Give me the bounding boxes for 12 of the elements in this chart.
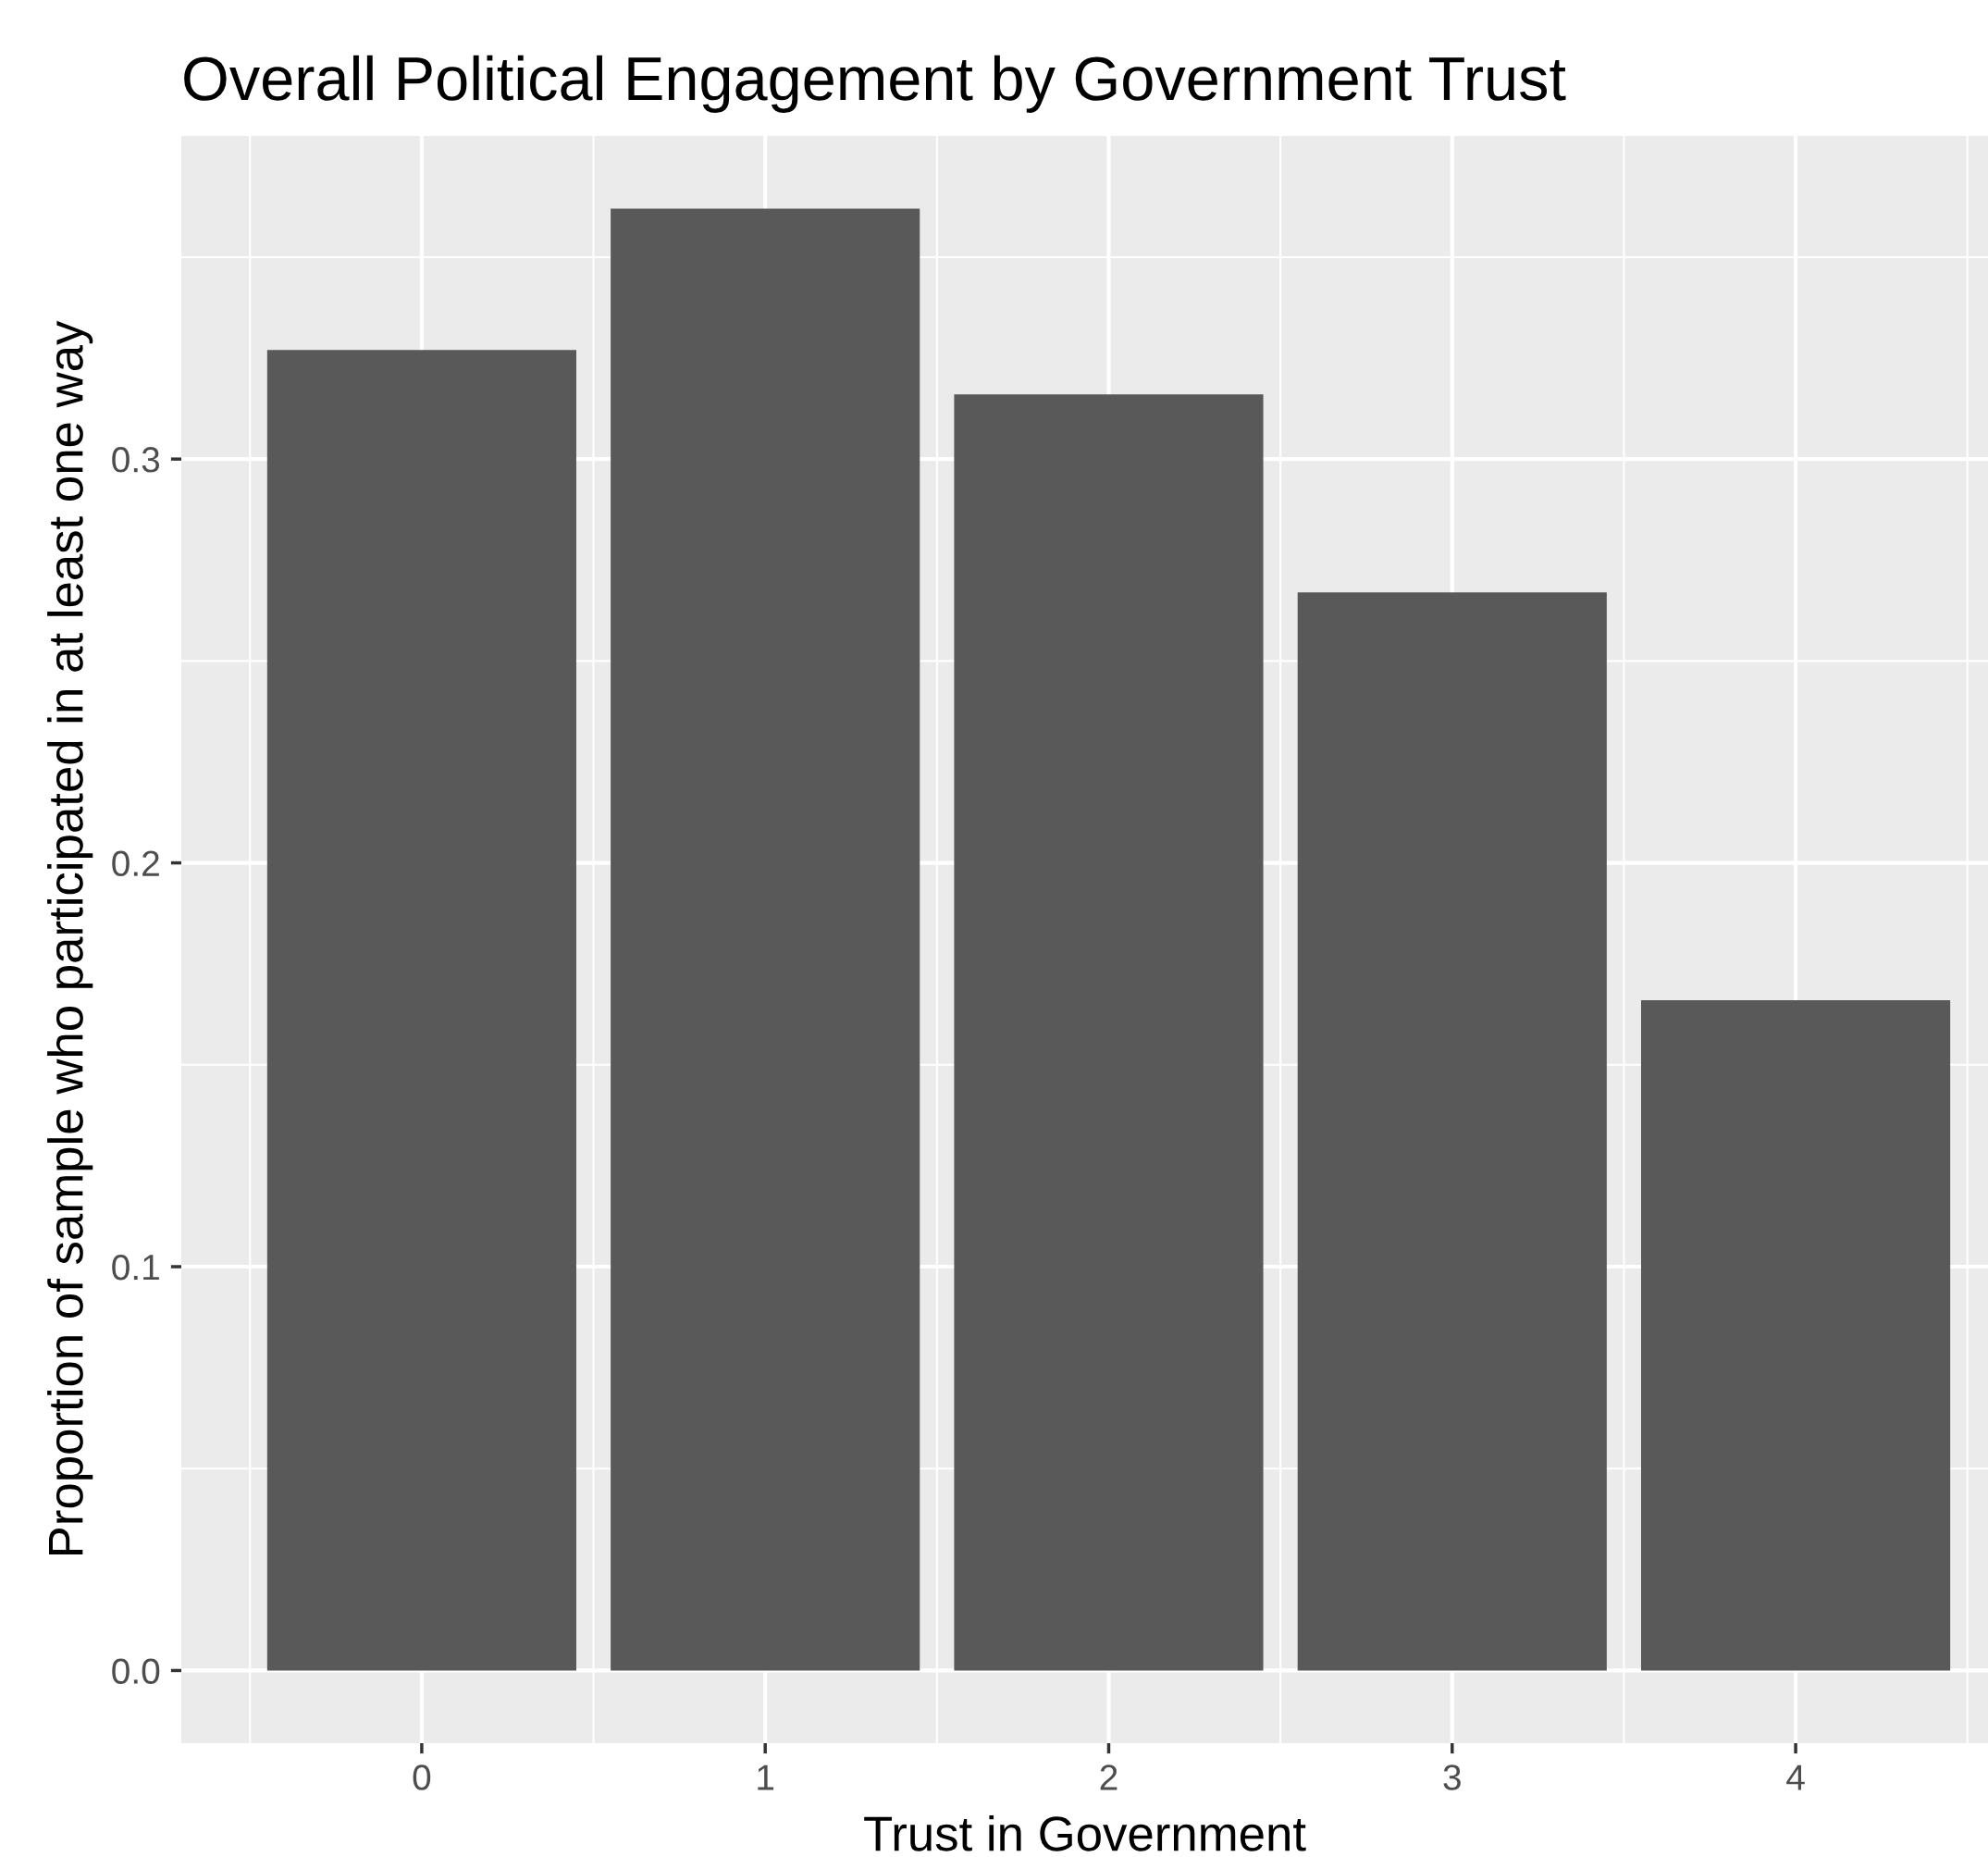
y-tick-label: 0.3 <box>112 447 160 473</box>
y-tick-label: 0.2 <box>112 850 159 877</box>
x-tick-label: 2 <box>1100 1764 1117 1790</box>
x-tick-label: 3 <box>1443 1764 1461 1790</box>
y-axis-title: Proportion of sample who participated in at least one way <box>47 320 93 1555</box>
y-tick-label: 0.0 <box>112 1658 160 1684</box>
x-tick-label: 1 <box>758 1764 774 1790</box>
x-tick-label: 0 <box>413 1764 431 1790</box>
x-axis-title: Trust in Government <box>864 1814 1306 1851</box>
y-tick-label: 0.1 <box>112 1254 159 1281</box>
chart-title: Overall Political Engagement by Government Trust <box>184 55 1566 113</box>
x-tick-label: 4 <box>1786 1764 1805 1790</box>
